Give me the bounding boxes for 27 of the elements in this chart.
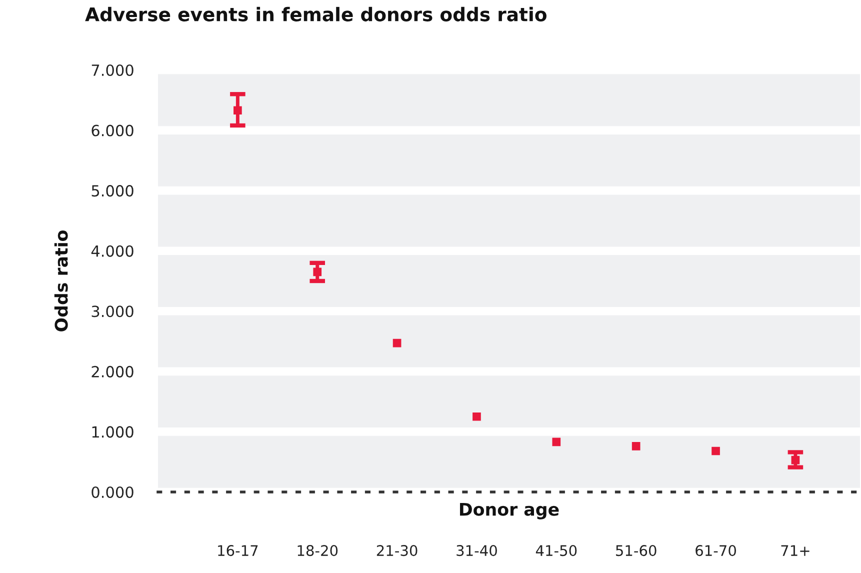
point [791, 456, 800, 464]
y-tick-label: 5.000 [92, 185, 134, 197]
y-tick-label: 3.000 [92, 306, 134, 318]
point [632, 442, 640, 450]
y-tick-label: 0.000 [92, 486, 134, 498]
x-tick-label: 21-30 [376, 545, 418, 556]
point [712, 446, 720, 456]
chart-title: Adverse events in female donors odds ratio [85, 6, 546, 22]
point [392, 338, 402, 348]
y-tick-label: 7.000 [92, 64, 134, 76]
point [313, 268, 322, 276]
y-tick-label: 4.000 [91, 245, 134, 257]
y-tick-label: 2.000 [92, 366, 134, 378]
x-tick-label: 61-70 [696, 545, 736, 556]
y-tick-label: 6.000 [92, 124, 134, 136]
y-axis-title: Odds ratio [54, 230, 68, 332]
x-tick-label: 31-40 [456, 545, 497, 556]
point [472, 412, 481, 421]
x-tick-label: 51-60 [616, 545, 656, 556]
x-axis-title: Donor age [460, 502, 559, 520]
x-tick-label: 71+ [781, 545, 810, 556]
x-tick-label: 18-20 [298, 545, 338, 556]
point [552, 438, 561, 446]
x-tick-label: 41-50 [536, 545, 577, 556]
y-tick-label: 1.000 [92, 426, 134, 438]
x-tick-label: 16-17 [218, 545, 258, 556]
point [234, 106, 242, 115]
